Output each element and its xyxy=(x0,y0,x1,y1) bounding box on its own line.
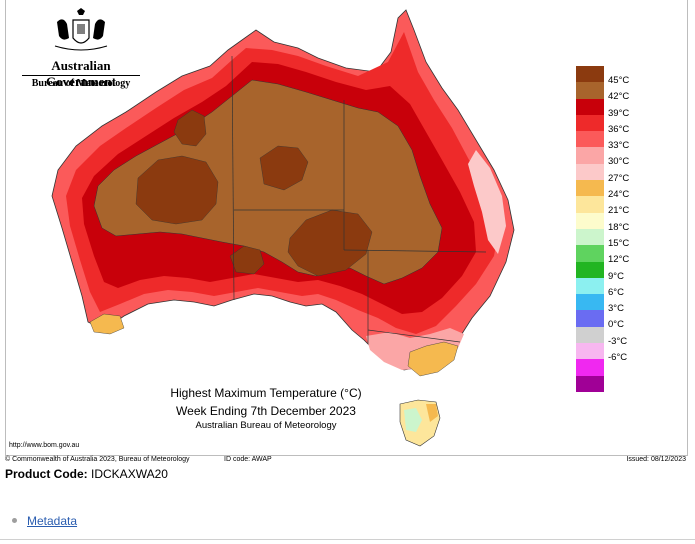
legend-item: 18°C xyxy=(576,212,646,233)
legend-swatch xyxy=(576,131,604,148)
tasmania-cool-zone xyxy=(404,408,422,432)
source-url: http://www.bom.gov.au xyxy=(9,442,80,449)
map-zone-45-pilbara xyxy=(173,109,207,147)
legend-label: 33°C xyxy=(608,140,630,152)
legend-swatch xyxy=(576,180,604,197)
map-zone-45-central xyxy=(287,209,373,277)
qld-nsw-border xyxy=(343,249,487,253)
legend-item xyxy=(576,359,646,376)
legend-swatch xyxy=(576,147,604,164)
metadata-link[interactable]: Metadata xyxy=(27,514,78,528)
map-title: Highest Maximum Temperature (°C) xyxy=(170,386,362,400)
nsw-vic-border xyxy=(367,329,461,343)
legend-label: 24°C xyxy=(608,189,630,201)
legend-swatch xyxy=(576,310,604,327)
product-code-line: Product Code: IDCKAXWA20 xyxy=(5,467,168,481)
legend-label: -3°C xyxy=(608,335,628,347)
legend-swatch xyxy=(576,163,604,181)
legend-item: 6°C xyxy=(576,277,646,298)
legend-item xyxy=(576,375,646,392)
map-zone-45-west xyxy=(135,155,219,225)
map-zone-24-victoria xyxy=(407,341,459,377)
legend-swatch xyxy=(576,114,604,132)
legend-label: 42°C xyxy=(608,91,630,103)
legend-item: 24°C xyxy=(576,180,646,200)
legend-label: 21°C xyxy=(608,205,630,217)
legend-label: 27°C xyxy=(608,172,630,184)
map-zone-45-nt xyxy=(259,145,309,191)
legend-item: 12°C xyxy=(576,245,646,265)
legend-item: 39°C xyxy=(576,98,646,119)
legend-label: 39°C xyxy=(608,107,630,119)
product-code-value: IDCKAXWA20 xyxy=(91,467,168,481)
legend-swatch xyxy=(576,343,604,360)
legend-item: 45°C xyxy=(576,66,646,86)
legend-item: -3°C xyxy=(576,326,646,347)
coat-of-arms-icon xyxy=(54,8,108,51)
legend-label: 3°C xyxy=(608,303,624,315)
legend-item: 15°C xyxy=(576,228,646,249)
legend-item: 33°C xyxy=(576,131,646,151)
legend-label: 36°C xyxy=(608,123,630,135)
legend-swatch xyxy=(576,277,604,295)
wa-border xyxy=(231,55,235,301)
legend-item: 21°C xyxy=(576,196,646,216)
legend-swatch xyxy=(576,359,604,376)
state-borders xyxy=(231,55,487,344)
legend-swatch xyxy=(576,326,604,344)
legend-swatch xyxy=(576,245,604,262)
issued-date: Issued: 08/12/2023 xyxy=(626,456,686,463)
legend-item: 30°C xyxy=(576,147,646,167)
legend-swatch xyxy=(576,212,604,229)
bureau-name: Bureau of Meteorology xyxy=(31,78,131,89)
map-agency: Australian Bureau of Meteorology xyxy=(195,420,337,431)
legend-swatch xyxy=(576,98,604,115)
agency-divider xyxy=(22,75,140,76)
legend-item: 0°C xyxy=(576,310,646,330)
government-name: Australian Government xyxy=(45,58,117,89)
map-period: Week Ending 7th December 2023 xyxy=(176,404,356,418)
temperature-legend: 45°C 42°C 39°C 36°C 33°C 30°C 27°C 24°C 21°C 18°C… xyxy=(576,66,646,392)
legend-label: 15°C xyxy=(608,237,630,249)
legend-label: 30°C xyxy=(608,156,630,168)
legend-swatch xyxy=(576,228,604,246)
map-zone-27-southwest xyxy=(89,313,125,335)
tasmania-east-zone xyxy=(426,404,438,422)
legend-label: 6°C xyxy=(608,286,624,298)
legend-swatch xyxy=(576,261,604,278)
legend-swatch xyxy=(576,66,604,83)
legend-swatch xyxy=(576,82,604,99)
legend-item: 3°C xyxy=(576,294,646,314)
australia-temperature-map xyxy=(51,9,515,447)
bullet-icon xyxy=(12,518,17,523)
legend-label: 18°C xyxy=(608,221,630,233)
legend-item: -6°C xyxy=(576,343,646,363)
map-zone-45-south xyxy=(229,245,265,275)
page-divider xyxy=(0,539,695,540)
legend-swatch xyxy=(576,196,604,213)
legend-swatch xyxy=(576,375,604,392)
map-footer: © Commonwealth of Australia 2023, Bureau… xyxy=(5,456,686,466)
legend-label: 12°C xyxy=(608,254,630,266)
legend-label: -6°C xyxy=(608,352,628,364)
legend-item: 27°C xyxy=(576,163,646,184)
legend-label: 45°C xyxy=(608,75,630,86)
legend-label: 0°C xyxy=(608,319,624,331)
id-code-text: ID code: AWAP xyxy=(224,456,272,463)
temperature-map-panel: Australian Government Bureau of Meteorol… xyxy=(5,0,688,456)
legend-swatch xyxy=(576,294,604,311)
product-code-label: Product Code: xyxy=(5,467,88,481)
legend-label: 9°C xyxy=(608,270,624,282)
map-zone-27-east-coast xyxy=(468,150,506,254)
legend-item: 9°C xyxy=(576,261,646,282)
legend-item: 36°C xyxy=(576,114,646,135)
copyright-text: © Commonwealth of Australia 2023, Bureau… xyxy=(5,456,190,463)
legend-item: 42°C xyxy=(576,82,646,102)
